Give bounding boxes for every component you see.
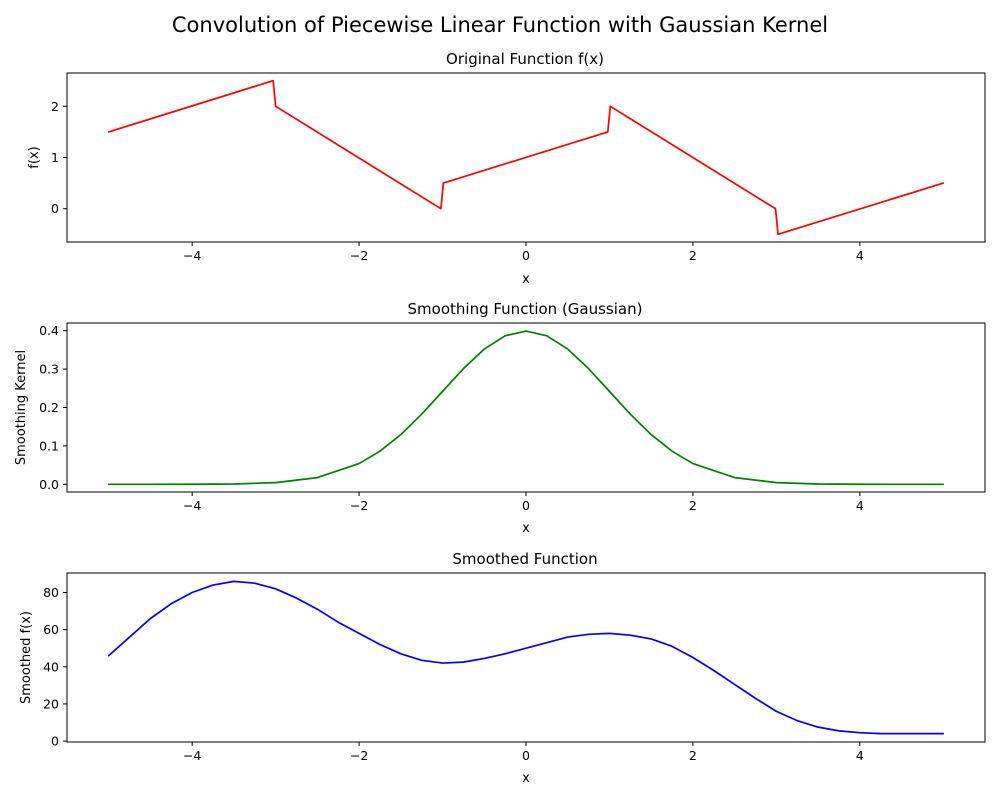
x-tick-label: −2 <box>350 748 368 763</box>
plot-title: Smoothed Function <box>452 550 597 568</box>
x-tick-label: −4 <box>183 748 201 763</box>
y-tick-label: 20 <box>43 696 59 711</box>
figure-title: Convolution of Piecewise Linear Function… <box>172 13 828 37</box>
x-tick-label: 0 <box>522 748 530 763</box>
y-tick-label: 1 <box>51 150 59 165</box>
y-tick-label: 0 <box>51 734 59 749</box>
x-tick-label: 2 <box>689 248 697 263</box>
x-tick-label: 2 <box>689 748 697 763</box>
y-tick-label: 80 <box>43 585 59 600</box>
x-tick-label: −2 <box>350 498 368 513</box>
y-tick-label: 40 <box>43 659 59 674</box>
x-tick-label: 4 <box>856 498 864 513</box>
x-tick-label: 2 <box>689 498 697 513</box>
x-tick-label: 4 <box>856 748 864 763</box>
y-axis-label: Smoothing Kernel <box>14 350 29 465</box>
axes-frame <box>66 572 986 743</box>
x-tick-label: 4 <box>856 248 864 263</box>
plot-title: Original Function f(x) <box>446 50 604 68</box>
y-tick-label: 0.0 <box>39 477 59 492</box>
axes-frame <box>66 72 986 243</box>
x-axis-label: x <box>522 272 530 287</box>
y-tick-label: 2 <box>51 99 59 114</box>
y-axis-label: Smoothed f(x) <box>19 611 34 704</box>
y-tick-label: 0.1 <box>39 438 59 453</box>
series-line-0 <box>107 580 945 735</box>
y-tick-label: 60 <box>43 622 59 637</box>
series-line-0 <box>107 79 945 236</box>
y-axis-label: f(x) <box>27 146 42 168</box>
x-tick-label: −4 <box>183 248 201 263</box>
x-tick-label: −4 <box>183 498 201 513</box>
y-tick-label: 0.3 <box>39 362 59 377</box>
plot-title: Smoothing Function (Gaussian) <box>408 300 643 318</box>
x-axis-label: x <box>522 521 530 536</box>
y-tick-label: 0.4 <box>39 323 59 338</box>
x-tick-label: 0 <box>522 248 530 263</box>
x-tick-label: 0 <box>522 498 530 513</box>
axes-frame <box>66 322 986 493</box>
y-tick-label: 0 <box>51 201 59 216</box>
series-line-0 <box>107 330 945 486</box>
plot-smoothing-function: Smoothing Function (Gaussian) −4 −2 0 2 4 0.0… <box>14 300 986 536</box>
plot-original-function: Original Function f(x) −4 −2 0 2 4 0 1 2 x f(x) <box>27 50 986 287</box>
x-axis-label: x <box>522 771 530 786</box>
x-tick-label: −2 <box>350 248 368 263</box>
y-tick-label: 0.2 <box>39 400 59 415</box>
